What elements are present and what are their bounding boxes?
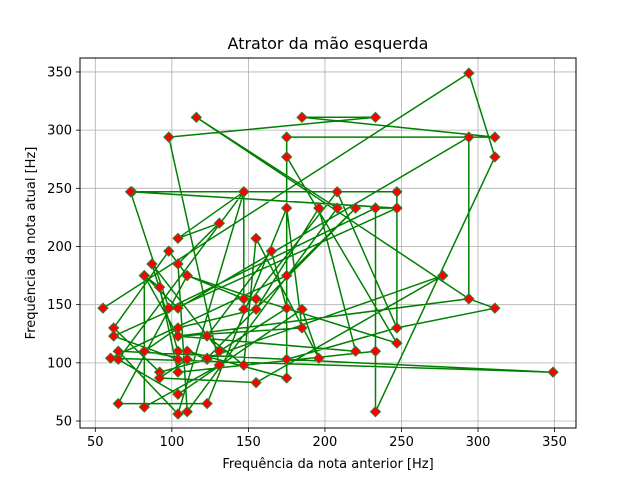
markers-layer: [97, 67, 559, 420]
data-point-marker: [163, 302, 175, 314]
data-point-marker: [172, 302, 184, 314]
data-point-marker: [296, 111, 308, 124]
series-layer: [102, 72, 554, 415]
data-point-marker: [391, 202, 403, 214]
data-point-marker: [489, 131, 501, 143]
data-point-marker: [107, 330, 120, 342]
y-tick-label: 300: [47, 124, 72, 139]
data-point-marker: [172, 345, 184, 357]
plot-frame: [79, 57, 577, 429]
data-point-marker: [391, 322, 403, 334]
data-point-marker: [97, 302, 109, 314]
data-point-marker: [391, 186, 403, 198]
y-axis-ticks: 50 100 150 200 250 300 350: [47, 65, 80, 430]
data-point-marker: [190, 111, 203, 124]
x-tick-label: 50: [87, 435, 104, 450]
data-point-marker: [172, 232, 184, 245]
y-tick-label: 50: [55, 415, 72, 430]
data-point-marker: [313, 352, 325, 364]
data-point-marker: [489, 302, 501, 314]
data-point-marker: [181, 269, 193, 282]
data-point-marker: [489, 151, 501, 163]
data-point-marker: [280, 131, 293, 143]
data-point-marker: [250, 232, 262, 245]
data-point-marker: [369, 111, 382, 124]
data-point-marker: [213, 345, 226, 357]
data-point-marker: [280, 302, 293, 314]
data-point-marker: [163, 245, 175, 257]
data-point-marker: [213, 217, 226, 229]
data-point-marker: [349, 345, 362, 357]
y-tick-label: 100: [47, 356, 72, 371]
x-tick-label: 200: [313, 435, 338, 450]
data-point-marker: [547, 366, 559, 378]
y-tick-label: 200: [47, 240, 72, 255]
data-point-marker: [369, 406, 382, 418]
data-point-marker: [201, 330, 213, 342]
data-point-marker: [369, 202, 382, 214]
data-point-marker: [172, 353, 184, 366]
data-point-marker: [172, 408, 184, 420]
data-point-marker: [296, 322, 308, 334]
data-point-marker: [280, 353, 293, 366]
data-point-marker: [172, 258, 184, 270]
data-point-marker: [201, 397, 213, 410]
data-point-marker: [112, 345, 124, 357]
data-point-marker: [349, 202, 362, 214]
data-point-marker: [238, 186, 250, 198]
data-point-marker: [163, 131, 175, 143]
data-point-marker: [463, 293, 475, 305]
x-tick-label: 250: [389, 435, 414, 450]
chart-title: Atrator da mão esquerda: [228, 34, 429, 53]
data-point-marker: [172, 366, 184, 378]
data-point-marker: [280, 372, 293, 384]
data-point-marker: [104, 352, 117, 364]
data-point-marker: [138, 401, 151, 413]
data-point-marker: [213, 359, 226, 371]
data-point-marker: [250, 303, 262, 316]
data-point-marker: [238, 359, 250, 371]
data-point-marker: [138, 269, 151, 282]
data-point-marker: [296, 303, 308, 316]
x-tick-label: 100: [159, 435, 184, 450]
series-line: [102, 72, 554, 415]
data-point-marker: [280, 202, 293, 214]
y-tick-label: 250: [47, 182, 72, 197]
data-point-marker: [280, 151, 293, 163]
x-axis-label: Frequência da nota anterior [Hz]: [222, 457, 433, 472]
data-point-marker: [313, 202, 325, 214]
data-point-marker: [238, 303, 250, 316]
data-point-marker: [181, 353, 193, 366]
data-point-marker: [250, 376, 262, 389]
y-tick-label: 150: [47, 298, 72, 313]
data-point-marker: [112, 397, 124, 410]
y-tick-label: 350: [47, 65, 72, 80]
x-tick-label: 350: [542, 435, 567, 450]
x-tick-label: 150: [236, 435, 261, 450]
data-point-marker: [172, 388, 184, 400]
data-point-marker: [331, 202, 343, 214]
x-axis-ticks: 50 100 150 200 250 300 350: [87, 428, 567, 450]
data-point-marker: [146, 258, 158, 270]
data-point-marker: [172, 330, 184, 342]
data-point-marker: [124, 186, 137, 198]
x-tick-label: 300: [466, 435, 491, 450]
data-point-marker: [369, 345, 382, 357]
y-axis-label: Frequência da nota atual [Hz]: [24, 147, 39, 340]
data-point-marker: [201, 352, 213, 364]
data-point-marker: [181, 406, 193, 418]
data-point-marker: [265, 245, 278, 257]
data-point-marker: [463, 67, 475, 79]
data-point-marker: [391, 337, 403, 349]
data-point-marker: [138, 345, 151, 357]
data-point-marker: [437, 269, 449, 282]
data-point-marker: [153, 372, 166, 384]
data-point-marker: [463, 131, 475, 143]
data-point-marker: [331, 186, 343, 198]
data-point-marker: [280, 269, 293, 282]
data-point-marker: [153, 281, 166, 293]
